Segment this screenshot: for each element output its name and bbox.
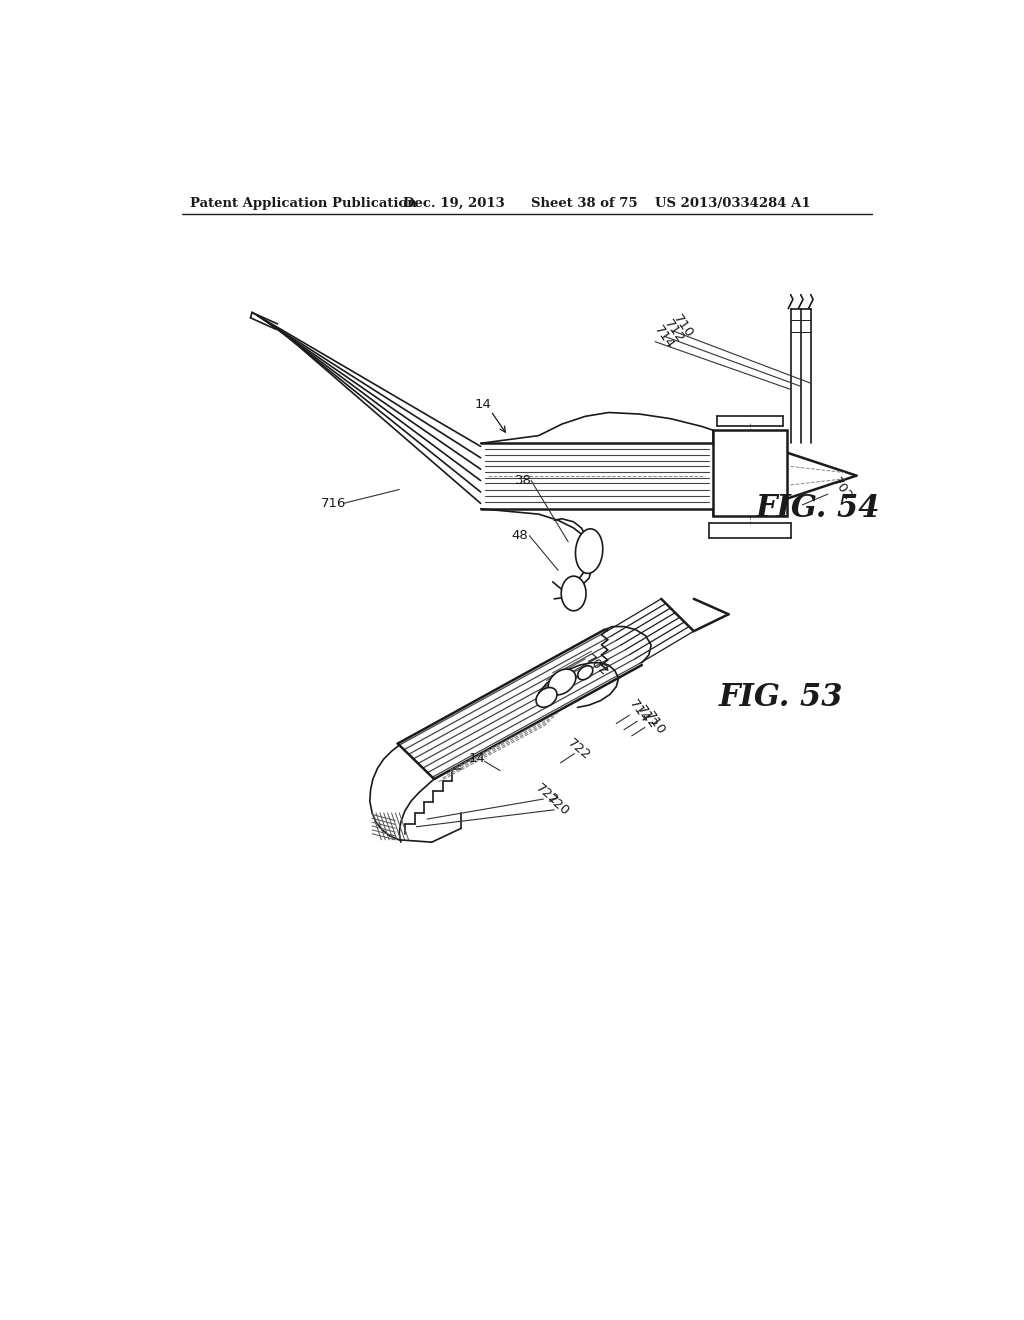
Ellipse shape [536, 688, 557, 708]
Ellipse shape [575, 529, 603, 573]
Text: FIG. 53: FIG. 53 [719, 682, 843, 713]
Text: 14: 14 [468, 752, 485, 766]
Ellipse shape [578, 665, 593, 680]
Text: 722: 722 [565, 737, 593, 763]
Text: 714: 714 [651, 323, 676, 351]
Text: Dec. 19, 2013: Dec. 19, 2013 [403, 197, 505, 210]
Text: 714: 714 [627, 697, 651, 726]
Text: 722: 722 [532, 781, 560, 808]
Text: 710: 710 [643, 709, 668, 738]
Text: Sheet 38 of 75: Sheet 38 of 75 [531, 197, 638, 210]
Text: 38: 38 [515, 474, 531, 487]
Text: 702: 702 [829, 475, 855, 504]
Ellipse shape [548, 669, 575, 694]
Text: 720: 720 [544, 792, 572, 818]
Text: Patent Application Publication: Patent Application Publication [190, 197, 417, 210]
Text: 702: 702 [583, 652, 610, 678]
Text: 48: 48 [511, 529, 527, 543]
Text: 712: 712 [662, 318, 686, 346]
Text: 14: 14 [474, 399, 492, 412]
Text: FIG. 54: FIG. 54 [756, 494, 881, 524]
Text: 712: 712 [635, 704, 660, 731]
Ellipse shape [561, 576, 586, 611]
Text: 716: 716 [321, 496, 346, 510]
Text: 710: 710 [671, 312, 695, 341]
Text: US 2013/0334284 A1: US 2013/0334284 A1 [655, 197, 811, 210]
Bar [713, 430, 786, 516]
